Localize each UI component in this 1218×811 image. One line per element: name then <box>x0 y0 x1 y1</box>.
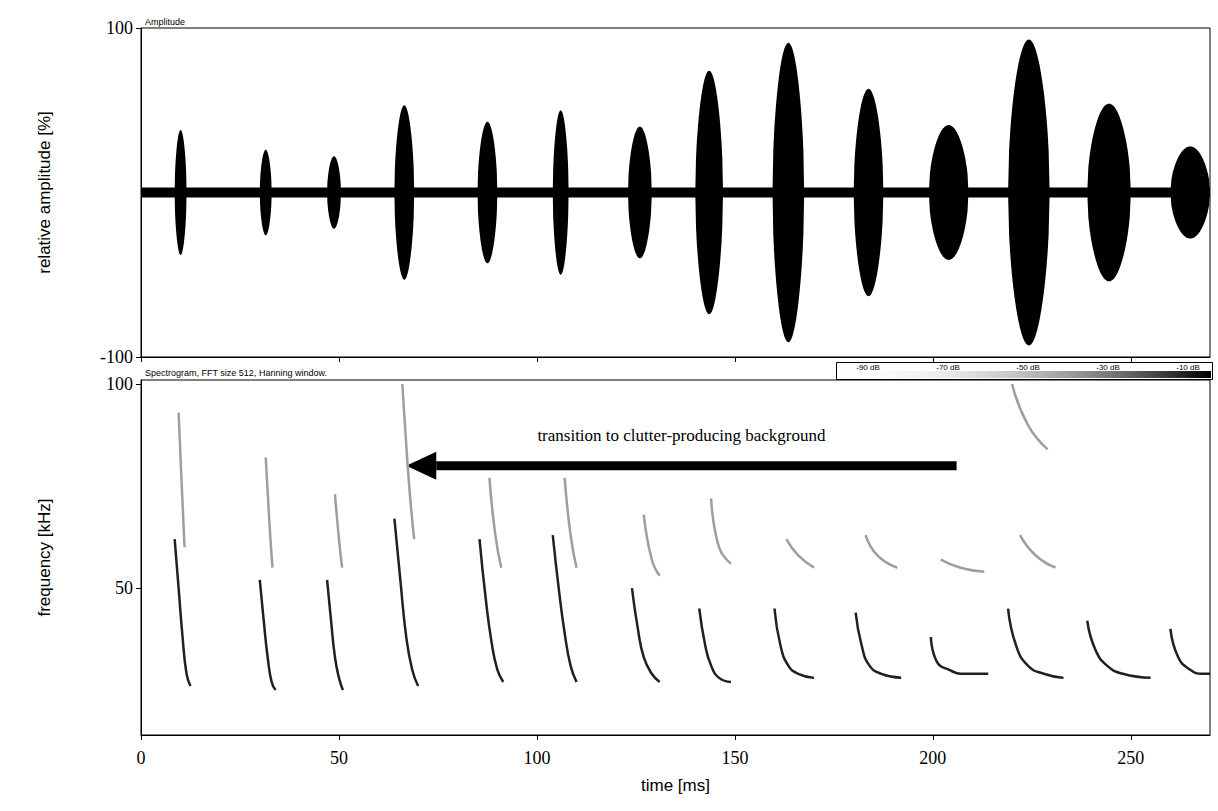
svg-text:-90 dB: -90 dB <box>856 363 880 372</box>
svg-text:50: 50 <box>115 578 133 598</box>
svg-text:Spectrogram, FFT size 512, Han: Spectrogram, FFT size 512, Hanning windo… <box>145 368 327 378</box>
svg-text:-100: -100 <box>100 347 133 367</box>
svg-text:100: 100 <box>523 748 550 768</box>
svg-text:transition to clutter-producin: transition to clutter-producing backgrou… <box>537 426 826 445</box>
svg-text:frequency [kHz]: frequency [kHz] <box>35 498 54 616</box>
svg-text:-70 dB: -70 dB <box>936 363 960 372</box>
svg-text:-30 dB: -30 dB <box>1096 363 1120 372</box>
svg-text:200: 200 <box>919 748 946 768</box>
svg-text:-10 dB: -10 dB <box>1176 363 1200 372</box>
svg-text:0: 0 <box>137 748 146 768</box>
svg-text:100: 100 <box>106 18 133 38</box>
svg-text:-50 dB: -50 dB <box>1016 363 1040 372</box>
svg-text:relative amplitude [%]: relative amplitude [%] <box>35 111 54 274</box>
svg-text:Amplitude: Amplitude <box>145 17 185 27</box>
svg-text:250: 250 <box>1117 748 1144 768</box>
svg-text:50: 50 <box>330 748 348 768</box>
svg-text:100: 100 <box>106 374 133 394</box>
svg-text:time [ms]: time [ms] <box>641 776 710 795</box>
svg-text:150: 150 <box>721 748 748 768</box>
